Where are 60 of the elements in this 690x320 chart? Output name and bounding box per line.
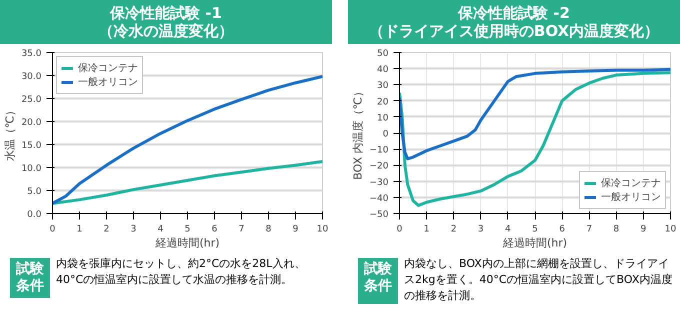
y-axis-title: BOX 内温度（℃） [352,86,365,180]
y-tick-label: 20.0 [21,118,42,128]
y-tick-label: 10.0 [21,164,42,174]
text: 試験条件 [358,258,398,304]
x-tick-label: 7 [586,224,592,234]
text: 内袋を張庫内にセットし、約2°Cの水を28L入れ、40°Cの恒温室内に設置して水温の推移を計測。 [56,256,306,288]
chart-title: 保冷性能試験 -2 [458,4,570,22]
y-tick-label: −50 [370,210,389,220]
chart-subtitle: （冷水の温度変化） [98,22,234,40]
x-tick-label: 10 [316,224,328,234]
x-tick-label: 8 [266,224,272,234]
y-tick-label: 5.0 [27,187,42,197]
y-tick-label: 30.0 [21,72,42,82]
y-tick-label: −40 [370,194,389,204]
x-tick-label: 3 [478,224,484,234]
y-tick-label: 35.0 [21,49,42,59]
x-axis-title: 経過時間(hr) [154,236,220,250]
y-tick-label: 50 [377,49,389,59]
x-tick-label: 0 [50,224,56,234]
x-tick-label: 5 [532,224,538,234]
line-series [400,68,670,160]
y-tick-label: 0 [382,130,389,140]
x-tick-label: 3 [130,224,136,234]
text: 内袋なし、BOX内の上部に網棚を設置し、ドライアイス2kgを置く。40°Cの恒温室内に設置してBOX内温度の推移を計測。 [404,256,674,304]
x-tick-label: 1 [76,224,82,234]
chart-title: 保冷性能試験 -1 [110,4,222,22]
y-tick-label: −10 [370,146,389,156]
legend-label: 保冷コンテナ [78,62,138,75]
x-tick-label: 9 [640,224,647,234]
x-tick-label: 9 [292,224,299,234]
x-tick-label: 5 [184,224,190,234]
y-tick-label: 40 [377,65,389,76]
x-tick-label: 2 [104,224,110,234]
x-tick-label: 7 [238,224,244,234]
text: 試験条件 [10,258,50,298]
y-tick-label: 0.0 [27,210,42,220]
x-tick-label: 1 [424,224,430,234]
legend-label: 保冷コンテナ [601,177,661,190]
y-tick-label: 25.0 [21,95,42,105]
y-tick-label: −30 [370,178,389,188]
x-tick-label: 4 [505,224,512,234]
y-axis-title: 水温（℃） [3,104,16,162]
x-tick-label: 10 [664,224,676,234]
x-tick-label: 4 [158,224,164,234]
line-series [52,74,322,205]
legend-label: 一般オリコン [78,76,138,89]
x-tick-label: 0 [396,224,403,234]
x-tick-label: 6 [212,224,218,234]
y-tick-label: 20 [377,97,389,108]
y-tick-label: 30 [377,81,389,92]
x-tick-label: 6 [559,224,566,234]
legend-label: 一般オリコン [601,191,661,204]
x-tick-label: 2 [450,224,457,234]
y-tick-label: 15.0 [21,141,42,151]
y-tick-label: 10 [377,113,389,124]
x-axis-title: 経過時間(hr) [502,236,568,250]
chart-subtitle: （ドライアイス使用時のBOX内温度変化） [368,22,660,40]
x-tick-label: 8 [613,224,620,234]
line-series [52,160,322,205]
y-tick-label: −20 [370,162,389,172]
